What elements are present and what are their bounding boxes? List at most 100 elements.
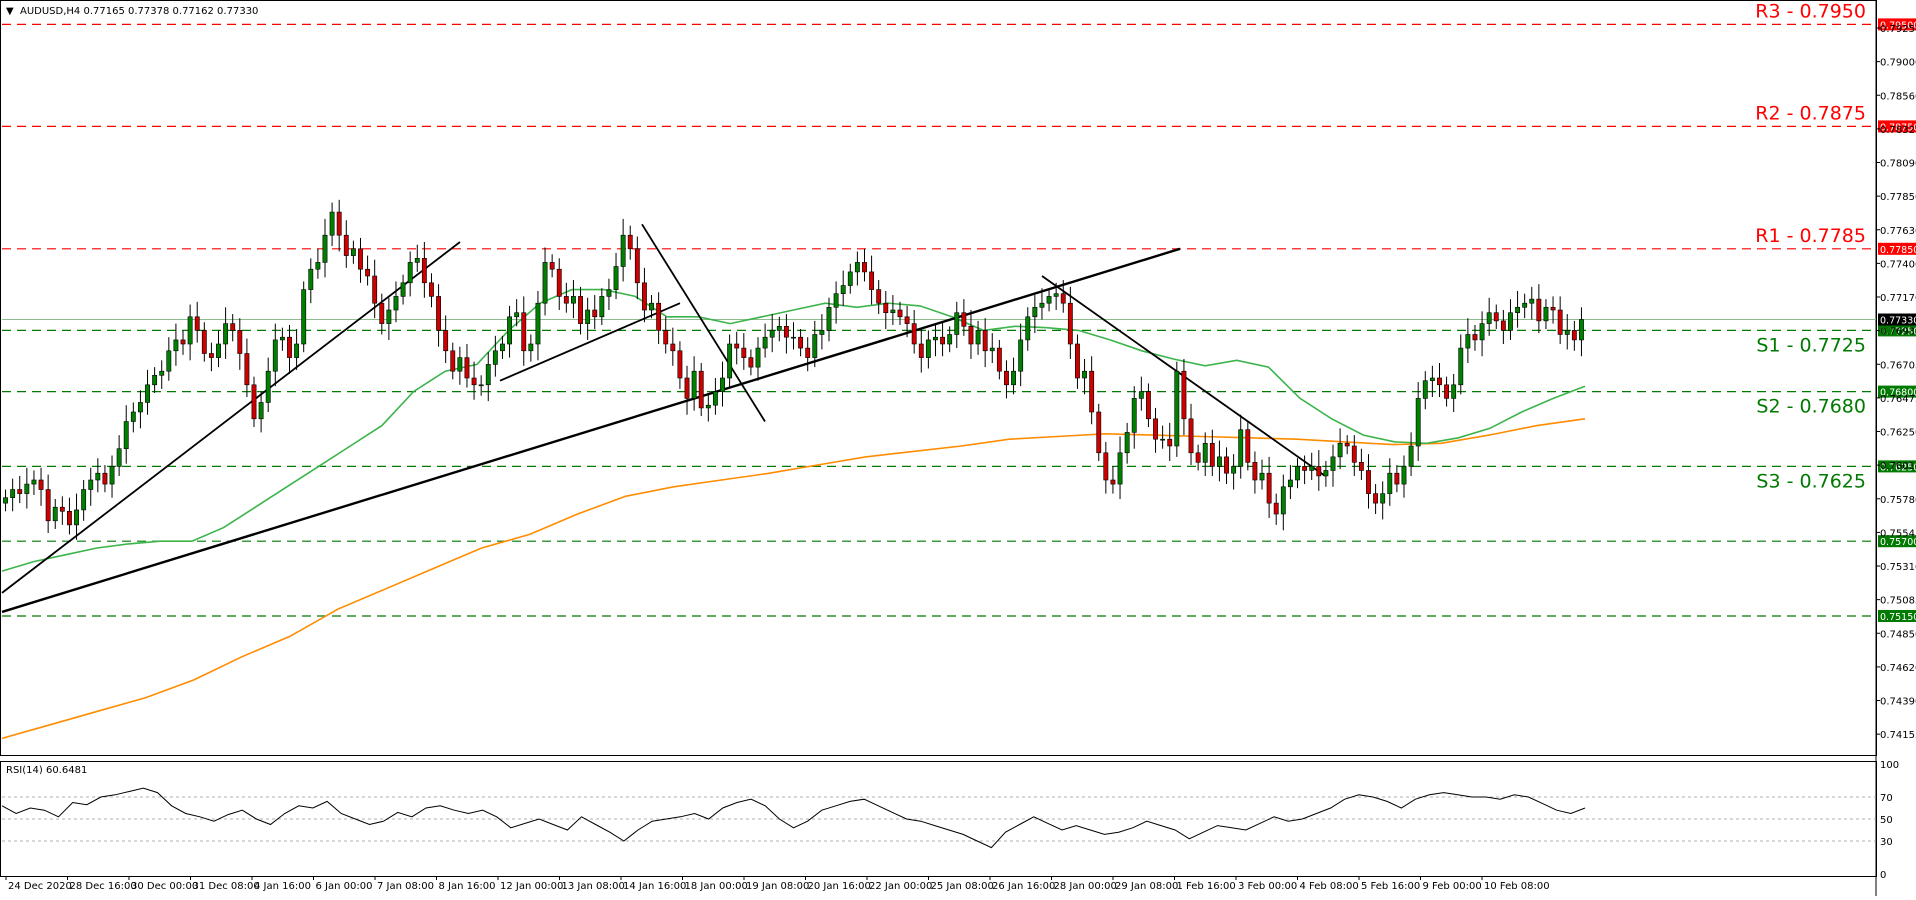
candle-3 bbox=[24, 467, 30, 509]
candle-123 bbox=[876, 280, 882, 315]
candle-144 bbox=[1025, 307, 1031, 351]
candle-body-110 bbox=[783, 326, 789, 338]
candle-body-139 bbox=[989, 347, 995, 352]
candle-body-3 bbox=[24, 483, 30, 494]
candle-body-41 bbox=[294, 343, 300, 358]
candle-40 bbox=[287, 324, 292, 374]
candle-213 bbox=[1515, 290, 1520, 328]
candle-body-135 bbox=[961, 312, 967, 327]
candle-69 bbox=[492, 335, 498, 377]
candle-62 bbox=[443, 315, 449, 364]
candle-41 bbox=[294, 329, 300, 370]
candle-body-211 bbox=[1500, 320, 1506, 331]
candle-137 bbox=[975, 320, 981, 355]
candle-178 bbox=[1266, 456, 1272, 519]
candle-body-109 bbox=[776, 326, 782, 331]
candle-185 bbox=[1316, 450, 1322, 491]
candle-body-199 bbox=[1415, 398, 1421, 447]
candle-208 bbox=[1479, 311, 1485, 357]
candle-35 bbox=[251, 376, 257, 427]
candle-26 bbox=[187, 304, 193, 361]
candle-70 bbox=[500, 335, 505, 359]
x-tick-label-13: 20 Jan 16:00 bbox=[808, 881, 871, 892]
sma-200-path bbox=[1, 418, 1586, 740]
candle-body-14 bbox=[102, 472, 108, 485]
candle-body-201 bbox=[1429, 377, 1435, 382]
candle-93 bbox=[663, 316, 669, 354]
candle-66 bbox=[471, 361, 477, 400]
candle-87 bbox=[620, 218, 626, 282]
level-price-tag-1 bbox=[1878, 120, 1916, 133]
candle-body-183 bbox=[1302, 466, 1308, 471]
x-tick-label-2: 30 Dec 00:00 bbox=[131, 881, 198, 892]
rsi-tick-label-1: 70 bbox=[1880, 793, 1893, 804]
x-tick-label-11: 18 Jan 00:00 bbox=[685, 881, 748, 892]
candle-135 bbox=[961, 299, 967, 336]
candle-body-219 bbox=[1557, 309, 1563, 335]
candle-90 bbox=[641, 267, 647, 323]
candle-body-172 bbox=[1224, 456, 1229, 474]
candle-16 bbox=[116, 435, 122, 476]
candle-body-186 bbox=[1323, 470, 1329, 477]
candle-body-70 bbox=[500, 343, 505, 352]
candle-body-200 bbox=[1422, 380, 1428, 399]
candle-body-11 bbox=[81, 489, 87, 511]
candle-117 bbox=[833, 281, 839, 324]
candle-132 bbox=[940, 322, 946, 357]
candle-119 bbox=[847, 263, 853, 294]
candle-157 bbox=[1117, 436, 1123, 500]
candle-118 bbox=[840, 270, 846, 306]
candle-14 bbox=[102, 465, 108, 493]
candle-body-64 bbox=[457, 357, 463, 372]
candle-150 bbox=[1067, 286, 1073, 359]
candle-body-82 bbox=[585, 309, 591, 324]
candle-body-99 bbox=[705, 404, 711, 409]
candle-body-5 bbox=[38, 479, 44, 490]
candle-134 bbox=[954, 301, 960, 349]
candle-body-131 bbox=[933, 336, 938, 341]
candle-128 bbox=[911, 310, 917, 354]
candle-body-157 bbox=[1117, 452, 1123, 485]
candle-47 bbox=[336, 199, 342, 252]
candle-body-2 bbox=[17, 489, 23, 494]
candle-body-38 bbox=[272, 339, 278, 372]
candle-body-213 bbox=[1515, 306, 1520, 314]
candle-body-96 bbox=[684, 377, 690, 399]
candle-65 bbox=[464, 344, 470, 388]
candle-172 bbox=[1224, 447, 1229, 485]
candle-221 bbox=[1571, 320, 1577, 351]
candle-body-78 bbox=[556, 268, 562, 297]
candle-body-188 bbox=[1337, 442, 1343, 458]
symbol-dropdown-icon[interactable]: ▼ bbox=[6, 6, 14, 17]
candle-body-71 bbox=[507, 316, 512, 345]
trendline-0 bbox=[1, 241, 461, 594]
candle-77 bbox=[549, 254, 555, 278]
candle-159 bbox=[1131, 386, 1137, 449]
candle-7 bbox=[52, 499, 58, 529]
candle-body-7 bbox=[52, 506, 58, 522]
candle-body-93 bbox=[663, 330, 669, 345]
candle-94 bbox=[670, 327, 676, 366]
level-price-tag-2 bbox=[1878, 242, 1916, 255]
candle-body-31 bbox=[223, 323, 229, 345]
candle-body-86 bbox=[613, 266, 619, 290]
candle-103 bbox=[734, 331, 740, 365]
candle-56 bbox=[400, 274, 406, 305]
candle-72 bbox=[514, 299, 520, 327]
candle-116 bbox=[826, 297, 832, 342]
candle-body-142 bbox=[1011, 370, 1016, 386]
candle-127 bbox=[904, 305, 910, 338]
candle-body-132 bbox=[940, 336, 946, 345]
candle-body-180 bbox=[1280, 486, 1286, 515]
candle-body-178 bbox=[1266, 472, 1272, 504]
candle-body-160 bbox=[1138, 391, 1144, 399]
candle-115 bbox=[819, 314, 825, 350]
candle-140 bbox=[996, 339, 1002, 380]
level-price-tag-6 bbox=[1878, 535, 1916, 548]
candle-body-143 bbox=[1018, 339, 1024, 372]
candle-body-30 bbox=[216, 343, 221, 358]
candle-162 bbox=[1153, 407, 1158, 453]
candle-body-13 bbox=[95, 472, 101, 481]
